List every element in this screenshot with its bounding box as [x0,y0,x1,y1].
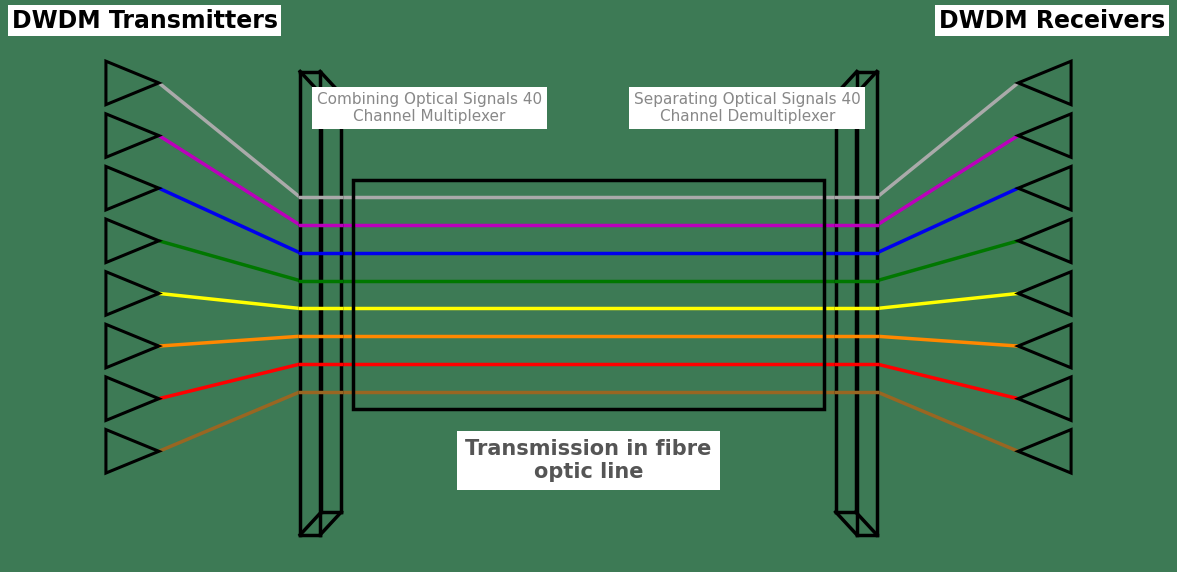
Polygon shape [1018,430,1071,473]
Text: Transmission in fibre
optic line: Transmission in fibre optic line [465,439,712,482]
Text: Combining Optical Signals 40
Channel Multiplexer: Combining Optical Signals 40 Channel Mul… [317,92,543,124]
Polygon shape [106,114,159,157]
Polygon shape [106,377,159,420]
Polygon shape [1018,272,1071,315]
Polygon shape [1018,166,1071,210]
Polygon shape [1018,219,1071,263]
Polygon shape [106,219,159,263]
Bar [353,180,824,409]
Polygon shape [106,61,159,105]
Polygon shape [106,430,159,473]
Polygon shape [1018,377,1071,420]
Polygon shape [1018,61,1071,105]
Text: DWDM Transmitters: DWDM Transmitters [12,9,278,33]
Text: Separating Optical Signals 40
Channel Demultiplexer: Separating Optical Signals 40 Channel De… [634,92,860,124]
Polygon shape [1018,114,1071,157]
Polygon shape [106,166,159,210]
Polygon shape [106,272,159,315]
Polygon shape [1018,324,1071,368]
Polygon shape [106,324,159,368]
Text: DWDM Receivers: DWDM Receivers [939,9,1165,33]
